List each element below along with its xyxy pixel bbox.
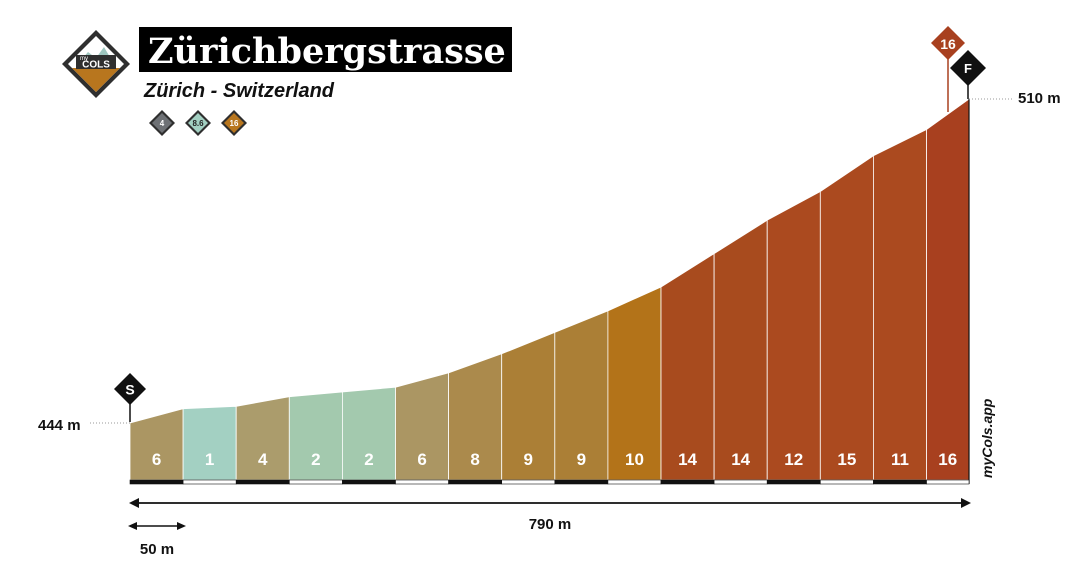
total-distance-label: 790 m (529, 516, 572, 533)
gradient-label: 16 (938, 450, 957, 469)
page-title: Zürichbergstrasse (148, 31, 506, 72)
scale-bar-segment (448, 479, 503, 485)
scale-bar-segment (820, 479, 874, 485)
profile-segment (926, 98, 970, 481)
logo-small-text: my (80, 56, 88, 62)
profile-segment (766, 190, 821, 481)
gradient-label: 6 (152, 450, 161, 469)
badge-max-gradient: 16 (221, 110, 247, 136)
scale-bar-segment (554, 479, 609, 485)
profile-segment (873, 128, 927, 481)
gradient-label: 15 (837, 450, 856, 469)
scale-bar-segment (235, 479, 290, 485)
badge-row: 4 8.6 16 (149, 110, 247, 136)
badge-max-gradient-alt: 4 (149, 110, 175, 136)
scale-bar-segment (926, 479, 970, 485)
start-marker: S (114, 373, 146, 422)
badge-average-gradient: 8.6 (185, 110, 211, 136)
gradient-label: 2 (364, 450, 373, 469)
profile-segment (713, 219, 768, 481)
finish-marker: F (950, 50, 986, 86)
gradient-label: 10 (625, 450, 644, 469)
logo-base (72, 68, 120, 92)
start-marker-diamond (114, 373, 146, 405)
scale-bar-segment (501, 479, 556, 485)
start-elevation-label: 444 m (38, 417, 81, 434)
gradient-label: 9 (524, 450, 533, 469)
mycols-logo: my COLS (62, 30, 130, 98)
end-elevation-label: 510 m (1018, 90, 1061, 107)
logo-big-text: COLS (82, 60, 110, 71)
scale-bar-segment (873, 479, 927, 485)
segment-scale-indicator: 50 m (128, 522, 186, 558)
location-subtitle: Zürich - Switzerland (143, 80, 335, 102)
scale-bar-segment (129, 479, 184, 485)
segment-scale-label: 50 m (140, 541, 174, 558)
total-distance-indicator: 790 m (129, 498, 971, 533)
scale-bar-segment (395, 479, 449, 485)
profile-segments (129, 84, 970, 484)
gradient-label: 14 (731, 450, 750, 469)
logo-banner (76, 55, 116, 69)
badge-value: 4 (160, 119, 165, 128)
gradient-label: 1 (205, 450, 214, 469)
gradient-label: 11 (891, 450, 909, 469)
scale-bar-segment (713, 479, 768, 485)
gradient-label: 9 (577, 450, 586, 469)
max-gradient-diamond (931, 26, 965, 60)
profile-segment (129, 408, 184, 481)
badge-value: 16 (230, 119, 239, 128)
badge-value: 8.6 (192, 119, 204, 128)
gradient-label: 14 (678, 450, 697, 469)
title-background (139, 27, 512, 72)
scale-bar-segment (289, 479, 343, 485)
gradient-label: 8 (470, 450, 479, 469)
finish-marker-label: F (964, 61, 972, 76)
gradient-label: 12 (784, 450, 803, 469)
scale-bar-segment (607, 479, 662, 485)
scale-bar-segment (182, 479, 237, 485)
profile-segment (660, 252, 715, 481)
distance-scale-bar (129, 479, 970, 485)
gradient-label: 4 (258, 450, 268, 469)
scale-bar-segment (660, 479, 715, 485)
max-gradient-label: 16 (940, 36, 956, 52)
scale-bar-segment (342, 479, 396, 485)
watermark: myCols.app (979, 398, 995, 478)
profile-segment (819, 155, 874, 481)
max-gradient-marker: 16 (931, 26, 965, 112)
gradient-label: 2 (311, 450, 320, 469)
finish-marker-diamond (950, 50, 986, 86)
start-marker-label: S (125, 382, 134, 398)
scale-bar-segment (766, 479, 821, 485)
gradient-labels: 6 1 4 2 2 6 8 9 9 10 14 14 12 15 11 16 (152, 450, 957, 469)
gradient-label: 6 (417, 450, 426, 469)
